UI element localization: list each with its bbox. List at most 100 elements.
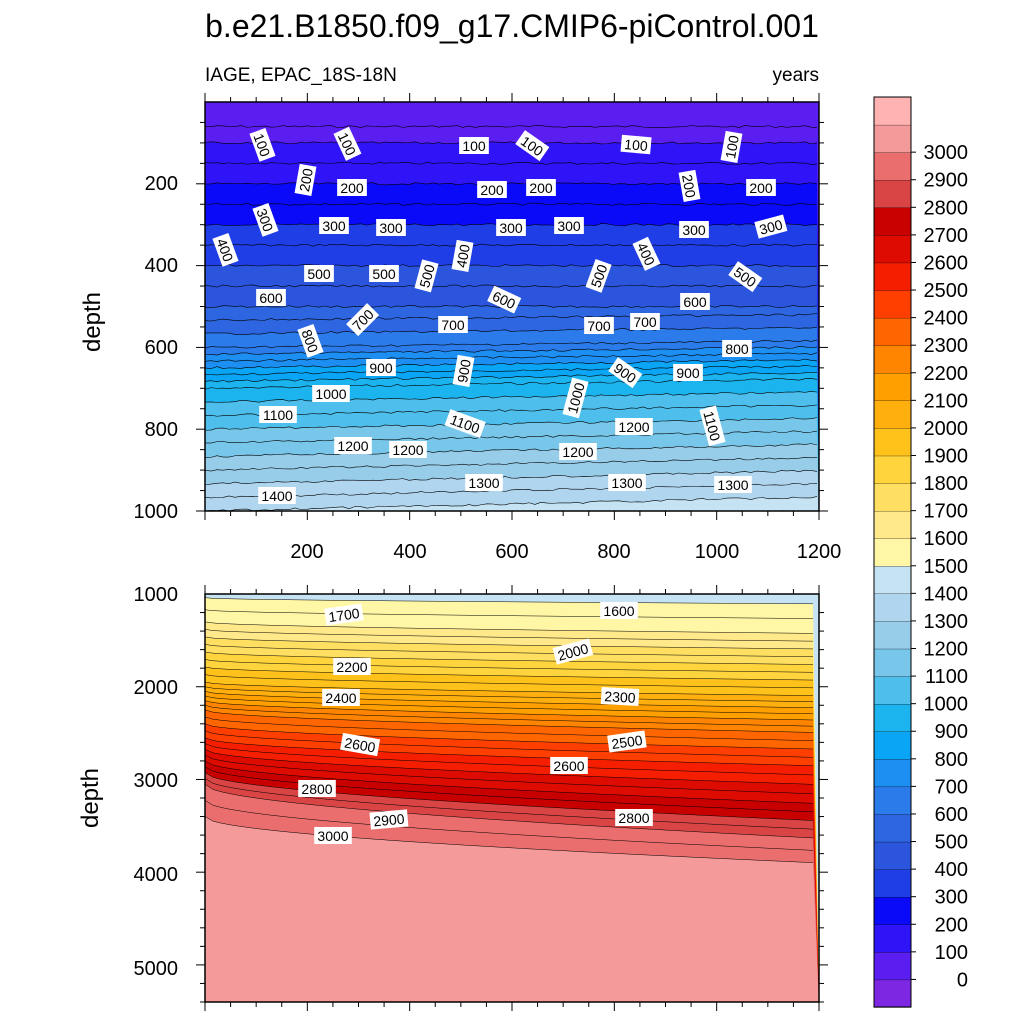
upper-contour-line: [205, 378, 818, 390]
svg-text:300: 300: [379, 220, 403, 236]
contour-label: 100: [249, 127, 276, 162]
contour-label: 1200: [389, 441, 427, 458]
upper-y-tick-labels: 200 400 600 800 1000: [134, 173, 179, 523]
svg-text:200: 200: [749, 180, 773, 196]
lower-contour-line: [205, 674, 814, 689]
colorbar-label: 2600: [924, 252, 969, 274]
contour-label: 200: [294, 163, 317, 197]
contour-label: 2300: [600, 687, 640, 706]
contour-label: 1000: [312, 385, 350, 402]
lower-contour-line: [205, 705, 814, 727]
lower-contour-line: [205, 716, 814, 741]
lower-contour-line: [205, 644, 814, 657]
svg-text:1000: 1000: [315, 386, 346, 402]
svg-text:300: 300: [758, 216, 785, 238]
contour-label: 800: [722, 340, 752, 357]
lower-contour-line: [205, 686, 814, 702]
svg-text:300: 300: [557, 218, 581, 234]
contour-label: 2900: [369, 809, 409, 830]
lower-contour-line: [205, 597, 814, 605]
upper-x-tick-labels: 200 400 600 800 1000 1200: [290, 541, 841, 563]
colorbar-box: [873, 345, 912, 374]
contour-label: 3000: [314, 827, 352, 844]
contour-label: 700: [438, 316, 468, 333]
chart-title: b.e21.B1850.f09_g17.CMIP6-piControl.001: [205, 8, 819, 44]
colorbar-label: 1800: [924, 473, 969, 495]
upper-y-tick-label: 200: [145, 173, 178, 195]
contour-label: 2000: [552, 638, 594, 665]
contour-label: 300: [376, 219, 406, 236]
svg-text:300: 300: [322, 218, 346, 234]
colorbar-label: 2400: [924, 308, 969, 330]
upper-x-tick-label: 800: [597, 541, 630, 563]
contour-label: 400: [451, 239, 474, 273]
lower-contour-line: [205, 700, 814, 721]
colorbar-label: 1300: [924, 611, 969, 633]
lower-y-tick-label: 3000: [134, 770, 179, 792]
upper-contour-line: [205, 243, 818, 247]
svg-text:800: 800: [298, 327, 321, 355]
svg-text:1200: 1200: [618, 419, 649, 435]
contour-label: 1200: [615, 418, 653, 435]
contour-label: 300: [754, 214, 788, 239]
colorbar-box: [873, 896, 912, 925]
svg-text:500: 500: [307, 266, 331, 282]
upper-contour-fills: [205, 102, 819, 511]
lower-contour-line: [205, 709, 814, 733]
colorbar-box: [873, 400, 912, 429]
lower-panel: 1600 1700 2000 2200 2300 2400 2500 2600 2600 2800…: [77, 584, 828, 1011]
svg-text:2000: 2000: [556, 640, 590, 664]
svg-text:2600: 2600: [553, 758, 584, 774]
colorbar-label: 1600: [924, 528, 969, 550]
colorbar-box: [873, 731, 912, 760]
lower-fill-band: [205, 816, 819, 1002]
colorbar-box: [873, 675, 912, 705]
svg-text:600: 600: [683, 294, 707, 310]
colorbar-box: [873, 593, 912, 622]
contour-label: 1000: [562, 377, 589, 419]
lower-contour-labels: 1600 1700 2000 2200 2300 2400 2500 2600 2600 2800…: [298, 602, 653, 844]
svg-text:1300: 1300: [611, 475, 642, 491]
svg-text:2800: 2800: [301, 781, 332, 797]
contour-label: 1100: [699, 405, 726, 447]
upper-contour-line: [205, 141, 818, 145]
lower-y-tick-label: 1000: [134, 584, 179, 606]
lower-contour-line: [205, 754, 814, 795]
svg-text:300: 300: [682, 222, 706, 238]
colorbar-label: 400: [935, 859, 968, 881]
colorbar-label: 300: [935, 887, 968, 909]
colorbar-box: [873, 317, 912, 346]
colorbar-label: 0: [957, 969, 968, 991]
colorbar-box: [873, 179, 912, 208]
colorbar-label: 2500: [924, 280, 969, 302]
contour-label: 500: [369, 265, 399, 282]
lower-contour-line: [205, 816, 814, 863]
colorbar-label: 1400: [924, 583, 969, 605]
svg-text:2800: 2800: [618, 810, 649, 826]
contour-label: 300: [319, 217, 349, 234]
upper-contour-line: [205, 371, 818, 383]
lower-contour-lines: [205, 597, 814, 863]
lower-y-tick-label: 2000: [134, 677, 179, 699]
colorbar-label: 1500: [924, 556, 969, 578]
colorbar-boxes: [873, 96, 912, 1008]
upper-axis-ticks: [196, 93, 828, 520]
lower-contour-line: [205, 666, 814, 681]
svg-text:500: 500: [416, 262, 438, 289]
lower-contour-line: [205, 783, 814, 839]
lower-contour-line: [205, 609, 814, 619]
upper-y-tick-label: 1000: [134, 501, 179, 523]
upper-contour-line: [205, 264, 818, 267]
contour-label: 500: [304, 265, 334, 282]
contour-label: 1700: [324, 603, 364, 626]
colorbar-label: 1100: [925, 666, 968, 688]
svg-text:1000: 1000: [564, 381, 588, 415]
upper-x-tick-label: 1000: [695, 541, 740, 563]
colorbar-box: [873, 538, 912, 567]
contour-label: 1300: [608, 474, 646, 491]
svg-text:2500: 2500: [610, 732, 643, 752]
svg-text:1100: 1100: [700, 409, 723, 442]
contour-label: 200: [526, 179, 556, 196]
svg-text:1200: 1200: [392, 442, 423, 458]
colorbar-box: [873, 979, 912, 1008]
